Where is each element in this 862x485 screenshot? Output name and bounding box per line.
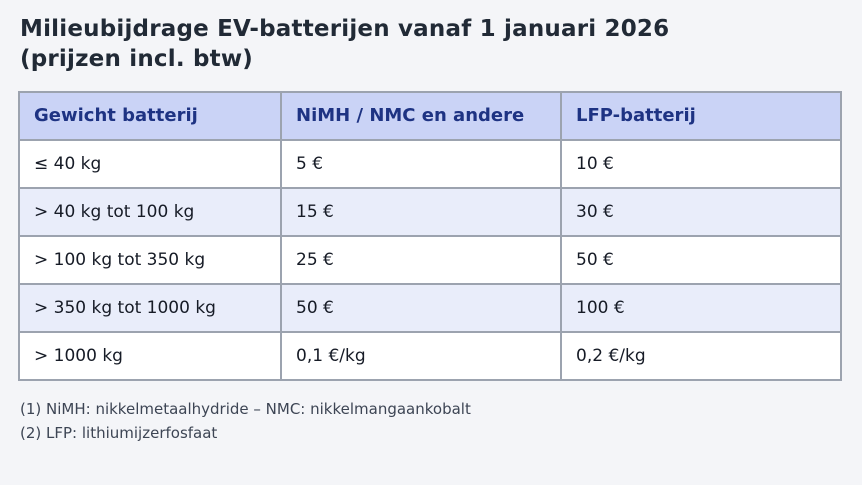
cell-lfp-fee: 30 € (560, 186, 842, 237)
footnote-nimh-nmc: (1) NiMH: nikkelmetaalhydride – NMC: nik… (20, 399, 471, 418)
cell-nimh-nmc-fee: 15 € (280, 186, 562, 237)
cell-nimh-nmc-fee: 50 € (280, 282, 562, 333)
column-header-lfp: LFP-batterij (560, 90, 842, 141)
cell-lfp-fee: 0,2 €/kg (560, 330, 842, 381)
footnote-lfp: (2) LFP: lithiumijzerfosfaat (20, 423, 218, 442)
column-header-weight: Gewicht batterij (18, 90, 282, 141)
cell-nimh-nmc-fee: 5 € (280, 138, 562, 189)
table-row: ≤ 40 kg 5 € 10 € (18, 138, 842, 189)
table-row: > 1000 kg 0,1 €/kg 0,2 €/kg (18, 330, 842, 381)
table-header-row: Gewicht batterij NiMH / NMC en andere LF… (18, 90, 842, 141)
page-title: Milieubijdrage EV-batterijen vanaf 1 jan… (20, 14, 810, 75)
table-row: > 100 kg tot 350 kg 25 € 50 € (18, 234, 842, 285)
page-title-line1: Milieubijdrage EV-batterijen vanaf 1 jan… (20, 16, 670, 42)
table-row: > 350 kg tot 1000 kg 50 € 100 € (18, 282, 842, 333)
cell-weight: > 1000 kg (18, 330, 282, 381)
ev-battery-fee-table: Gewicht batterij NiMH / NMC en andere LF… (18, 90, 842, 381)
footnotes: (1) NiMH: nikkelmetaalhydride – NMC: nik… (20, 397, 842, 445)
cell-lfp-fee: 50 € (560, 234, 842, 285)
cell-lfp-fee: 10 € (560, 138, 842, 189)
table-row: > 40 kg tot 100 kg 15 € 30 € (18, 186, 842, 237)
cell-lfp-fee: 100 € (560, 282, 842, 333)
page-title-line2: (prijzen incl. btw) (20, 46, 253, 73)
cell-weight: ≤ 40 kg (18, 138, 282, 189)
column-header-nimh-nmc: NiMH / NMC en andere (280, 90, 562, 141)
cell-nimh-nmc-fee: 25 € (280, 234, 562, 285)
cell-nimh-nmc-fee: 0,1 €/kg (280, 330, 562, 381)
cell-weight: > 40 kg tot 100 kg (18, 186, 282, 237)
cell-weight: > 100 kg tot 350 kg (18, 234, 282, 285)
cell-weight: > 350 kg tot 1000 kg (18, 282, 282, 333)
